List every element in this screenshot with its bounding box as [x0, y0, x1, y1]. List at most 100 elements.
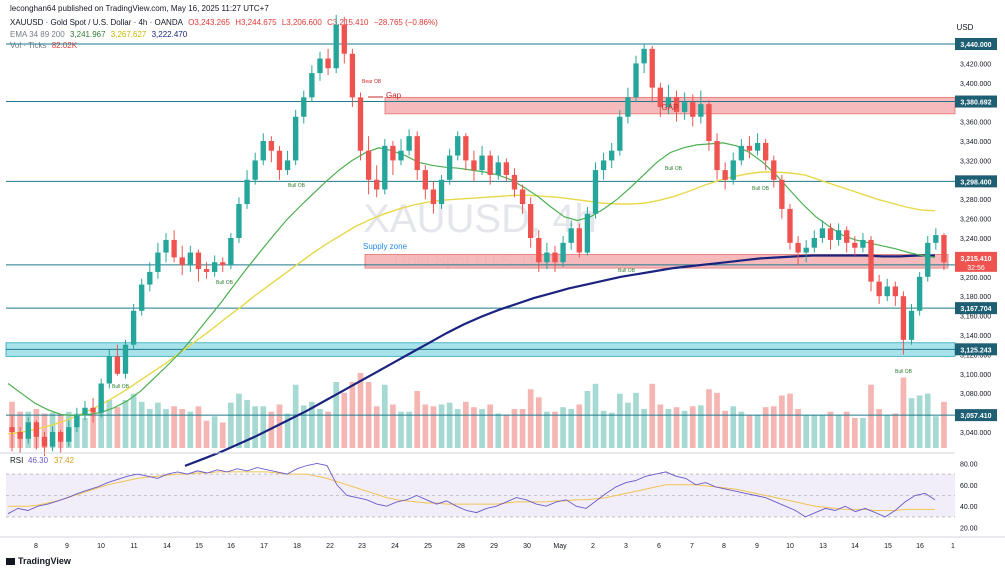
price-tick-label: 3,080.000 [960, 391, 991, 398]
candle-body [374, 179, 380, 190]
volume-bar [754, 415, 761, 448]
gap-arrow-label: Gap [386, 91, 402, 100]
volume-bar [698, 405, 704, 448]
candle-body [244, 179, 250, 205]
candle-body [438, 179, 445, 205]
volume-bar [868, 384, 874, 448]
volume-bar [568, 409, 575, 448]
candle-body [236, 204, 242, 238]
candle-body [811, 238, 817, 248]
candle-body [584, 213, 591, 253]
candle-body [714, 141, 720, 171]
volume-bar [560, 407, 566, 448]
ema89-value: 3,267.627 [110, 30, 147, 39]
candle-body [673, 97, 680, 112]
ohlc-close: C3,215.410 [327, 18, 369, 27]
candle-body [333, 24, 339, 69]
time-tick-label: 24 [391, 543, 399, 550]
volume-bar [860, 418, 866, 448]
candle-body [641, 48, 647, 64]
volume-bar [584, 391, 591, 448]
candle-body [568, 228, 574, 243]
price-axis: 3,040.0003,060.0003,080.0003,100.0003,12… [955, 38, 997, 437]
volume-bar [722, 410, 728, 448]
ema-label[interactable]: EMA 34 89 200 [10, 30, 65, 39]
volume-bar [576, 404, 583, 448]
volume-bar [835, 415, 842, 448]
publisher-text: leconghan64 published on TradingView.com… [10, 4, 269, 13]
candle-body [252, 160, 258, 180]
volume-label[interactable]: Vol · Ticks [10, 41, 47, 50]
candle-body [349, 53, 356, 98]
time-tick-label: 17 [260, 543, 268, 550]
time-tick-label: May [553, 543, 567, 550]
candle-body [746, 145, 753, 151]
rsi-tick-label: 80.00 [960, 461, 978, 468]
price-tick-label: 3,360.000 [960, 120, 991, 127]
candle-body [722, 170, 728, 180]
time-tick-label: 15 [195, 543, 203, 550]
symbol-name[interactable]: XAUUSD · Gold Spot / U.S. Dollar · 4h · … [10, 18, 183, 27]
volume-bar [600, 410, 607, 448]
volume-bar [300, 405, 307, 448]
currency-label: USD [957, 23, 974, 32]
volume-bar [373, 406, 380, 448]
candle-body [544, 252, 550, 263]
candle-body [147, 271, 153, 285]
volume-bar [260, 406, 267, 448]
candle-body [762, 142, 769, 161]
rsi-pane: 80.00 60.00 40.00 20.00 RSI 46.30 37.42 [0, 452, 978, 533]
candle-body [706, 104, 712, 141]
volume-bar [41, 413, 48, 448]
candle-body [754, 142, 761, 151]
candle-body [495, 162, 501, 175]
volume-bar [146, 409, 153, 448]
time-tick-label: 8 [34, 543, 38, 550]
volume-bar [535, 397, 542, 448]
candle-body [471, 160, 477, 171]
annotations: GAP Gap Supply zone Bear OB Bull OB Bull OB Bu… [112, 79, 913, 390]
candle-body [98, 383, 104, 413]
rsi-ma-line [8, 471, 935, 511]
volume-bar [203, 420, 210, 448]
time-tick-label: 9 [755, 543, 759, 550]
rsi-value: 46.30 [28, 456, 49, 465]
candle-body [698, 104, 704, 117]
volume-bar [244, 400, 250, 448]
ema-legend: EMA 34 89 200 3,241.967 3,267.627 3,222.… [10, 30, 190, 40]
volume-bar [479, 409, 485, 448]
volume-bar [876, 409, 882, 448]
volume-bar [430, 406, 437, 448]
price-tick-label: 3,420.000 [960, 61, 991, 68]
candle-body [276, 150, 283, 171]
candle-body [171, 239, 177, 258]
candle-body [57, 432, 64, 442]
volume-bar [195, 406, 202, 448]
candle-body [900, 296, 907, 340]
candle-body [600, 160, 607, 171]
volume-bar [746, 415, 753, 448]
candle-body [292, 116, 299, 161]
volume-bar [219, 422, 226, 448]
footer-text: TradingView [18, 556, 71, 566]
level-price-label: 3,167.704 [960, 306, 991, 313]
volume-bar [657, 404, 664, 448]
time-tick-label: 29 [490, 543, 498, 550]
candle-body [406, 136, 412, 151]
volume-bar [495, 413, 502, 448]
time-tick-label: 16 [227, 543, 235, 550]
volume-bar [787, 393, 793, 448]
candle-body [268, 141, 275, 151]
volume-bar [633, 392, 639, 448]
volume-bar [155, 402, 161, 448]
volume-bar [625, 402, 631, 448]
volume-bar [163, 409, 169, 448]
candle-body [560, 242, 566, 263]
candle-body [681, 102, 688, 112]
candle-body [908, 310, 915, 340]
time-tick-label: 30 [523, 543, 531, 550]
candle-body [860, 239, 866, 248]
time-tick-label: 13 [819, 543, 827, 550]
candle-body [414, 136, 420, 171]
